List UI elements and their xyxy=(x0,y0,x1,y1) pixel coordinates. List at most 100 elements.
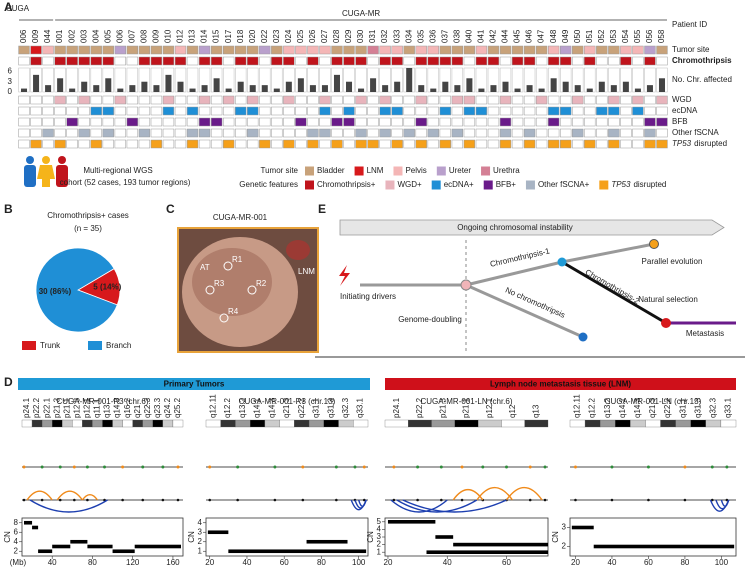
patient-id: 004 xyxy=(91,29,100,43)
arc-point xyxy=(208,498,212,502)
empty-cell xyxy=(596,139,608,149)
patient-id: 027 xyxy=(320,29,329,43)
empty-cell xyxy=(162,117,175,127)
band-label: q22.3 xyxy=(143,397,152,418)
arc-point xyxy=(460,498,464,502)
empty-cell xyxy=(78,139,90,149)
feature-cell xyxy=(307,139,319,149)
patient-id: 013 xyxy=(188,29,197,43)
empty-cell xyxy=(463,128,476,138)
empty-cell xyxy=(259,128,271,138)
region-marker xyxy=(223,261,233,271)
empty-cell xyxy=(572,117,584,127)
tumor-site-cell xyxy=(331,45,343,55)
panel-letter: B xyxy=(4,202,13,216)
feature-cell xyxy=(584,56,596,66)
empty-cell xyxy=(102,117,114,127)
patient-id: 055 xyxy=(633,29,642,43)
empty-cell xyxy=(475,128,488,138)
empty-cell xyxy=(367,95,379,105)
band-label: q12.11 xyxy=(573,394,582,418)
sv-point xyxy=(273,465,277,469)
empty-cell xyxy=(102,139,114,149)
empty-cell xyxy=(18,139,30,149)
feature-cell xyxy=(78,128,90,138)
sv-point xyxy=(22,465,26,469)
empty-cell xyxy=(174,106,187,116)
photo-title: CUGA-MR-001 xyxy=(213,213,268,222)
empty-cell xyxy=(30,106,42,116)
empty-cell xyxy=(644,106,656,116)
empty-cell xyxy=(271,128,283,138)
feature-cell xyxy=(596,106,608,116)
gene-name: TP53 xyxy=(611,180,631,189)
chr-cell xyxy=(66,67,78,93)
ideogram-band xyxy=(569,419,586,428)
gene-name: TP53 xyxy=(672,139,692,148)
bar xyxy=(261,85,268,92)
legend-swatch xyxy=(483,180,493,190)
empty-cell xyxy=(114,128,126,138)
chr-cell xyxy=(632,67,644,93)
empty-cell xyxy=(42,106,54,116)
x-tick-label: 60 xyxy=(644,558,653,567)
empty-cell xyxy=(355,106,367,116)
feature-cell xyxy=(247,106,259,116)
cn-segment xyxy=(38,549,53,554)
bar xyxy=(442,81,449,92)
empty-cell xyxy=(487,128,500,138)
y-tick-label: 2 xyxy=(377,540,382,549)
bar xyxy=(370,78,377,92)
feature-cell xyxy=(632,106,644,116)
feature-cell xyxy=(403,128,415,138)
bar xyxy=(117,88,124,92)
empty-cell xyxy=(439,117,451,127)
arc-point xyxy=(725,498,729,502)
patient-id: 025 xyxy=(296,29,305,43)
ideogram-band xyxy=(431,419,456,428)
tumor-site-cell xyxy=(560,45,572,55)
panel-letter: A xyxy=(4,0,13,14)
cn-segment xyxy=(24,520,33,525)
empty-cell xyxy=(42,139,54,149)
band-label: q25.2 xyxy=(173,397,182,418)
feature-cell xyxy=(547,139,560,149)
empty-cell xyxy=(150,128,163,138)
bar xyxy=(514,88,521,92)
patient-id: 018 xyxy=(236,29,245,43)
feature-cell xyxy=(439,106,451,116)
sv-point xyxy=(710,465,714,469)
empty-cell xyxy=(487,139,500,149)
feature-cell xyxy=(307,128,319,138)
feature-cell xyxy=(247,95,259,105)
empty-cell xyxy=(162,128,175,138)
empty-cell xyxy=(222,128,235,138)
bar xyxy=(466,78,473,92)
legend-swatch xyxy=(436,166,446,176)
section-header xyxy=(385,378,736,390)
sv-point xyxy=(610,465,614,469)
row-label: No. Chr. affected xyxy=(672,75,732,84)
row-label: TP53 disrupted xyxy=(672,139,727,148)
sv-point xyxy=(141,465,145,469)
patient-id: 045 xyxy=(513,29,522,43)
feature-cell xyxy=(608,139,620,149)
band-label: p24.1 xyxy=(22,397,31,418)
arc-point xyxy=(236,498,239,502)
feature-cell xyxy=(54,139,66,149)
sv-point xyxy=(85,465,89,469)
bar xyxy=(418,85,425,92)
ideogram-band xyxy=(408,419,432,428)
bar xyxy=(285,81,292,92)
legend-swatch xyxy=(431,180,441,190)
empty-cell xyxy=(295,128,307,138)
band-label: q32.3 xyxy=(708,397,717,418)
feature-cell xyxy=(102,128,114,138)
sv-point xyxy=(40,465,44,469)
panel-letter: C xyxy=(166,202,175,216)
empty-cell xyxy=(523,95,536,105)
bar xyxy=(189,88,196,92)
band-label: q13 xyxy=(103,404,112,418)
empty-cell xyxy=(656,106,668,116)
tumor-site-cell xyxy=(42,45,54,55)
